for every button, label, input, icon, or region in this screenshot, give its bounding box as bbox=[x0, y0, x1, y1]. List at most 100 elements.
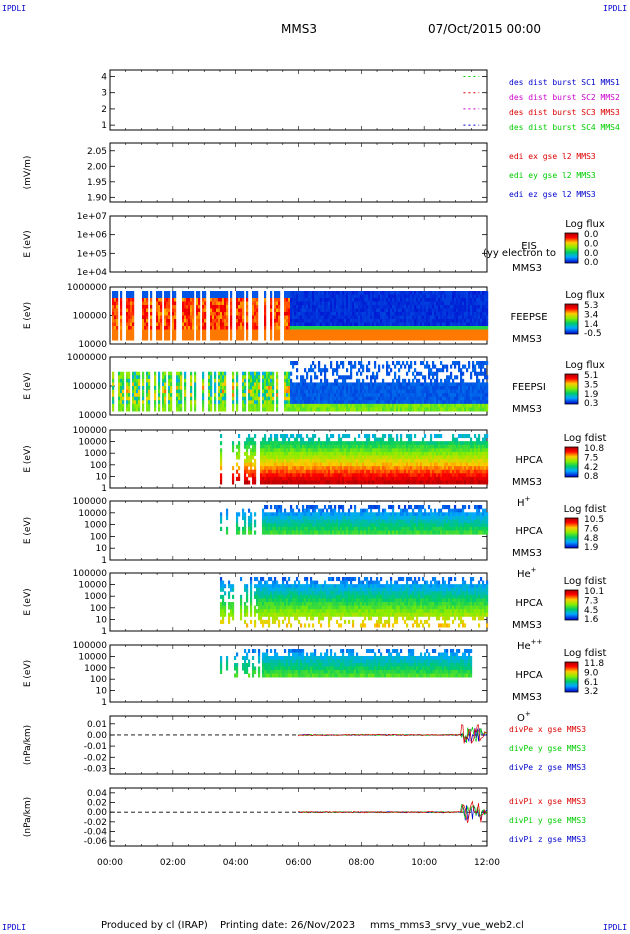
feepse-cell bbox=[424, 291, 427, 295]
feepse-cell bbox=[332, 329, 335, 334]
hpca_h-cell bbox=[327, 459, 331, 464]
feepse-cell bbox=[348, 322, 351, 327]
feepse-cell bbox=[112, 329, 115, 334]
feepsi-cell bbox=[208, 386, 211, 391]
feepsi-cell bbox=[402, 382, 405, 387]
feepse-cell bbox=[130, 298, 133, 302]
feepsi-cell bbox=[404, 400, 407, 405]
feepsi-cell bbox=[414, 368, 417, 373]
feepsi-cell bbox=[390, 389, 393, 394]
hpca_h-cell bbox=[325, 455, 329, 460]
feepse-cell bbox=[416, 333, 419, 337]
feepse-cell bbox=[308, 326, 311, 330]
feepse-cell bbox=[360, 329, 363, 334]
feepse-cell bbox=[388, 322, 391, 327]
feepsi-cell bbox=[302, 389, 305, 394]
feepsi-cell bbox=[258, 375, 261, 380]
feepse-cell bbox=[238, 294, 241, 299]
feepsi-cell bbox=[284, 400, 287, 405]
feepsi-cell bbox=[476, 403, 479, 408]
feepse-cell bbox=[224, 333, 227, 337]
feepse-cell bbox=[478, 294, 481, 299]
feepsi-cell bbox=[134, 407, 137, 412]
feepse-cell bbox=[408, 329, 411, 334]
feepsi-cell bbox=[420, 400, 423, 405]
feepsi-cell bbox=[330, 403, 333, 408]
feepsi-cell bbox=[398, 389, 401, 394]
feepsi-cell bbox=[322, 407, 325, 412]
hpca_h-cell bbox=[361, 462, 365, 467]
feepse-cell bbox=[168, 336, 171, 341]
feepse-cell bbox=[340, 326, 343, 330]
feepse-cell bbox=[132, 312, 135, 316]
feepse-cell bbox=[204, 308, 207, 313]
feepsi-cell bbox=[454, 382, 457, 387]
feepse-cell bbox=[216, 333, 219, 337]
feepsi-cell bbox=[300, 393, 303, 398]
feepse-cell bbox=[334, 319, 337, 323]
feepsi-cell bbox=[356, 393, 359, 398]
hpca_h-cell bbox=[289, 451, 293, 456]
hpca_h-cell bbox=[299, 437, 303, 442]
feepsi-cell bbox=[398, 382, 401, 387]
feepsi-cell bbox=[220, 396, 223, 401]
feepsi-cell bbox=[332, 368, 335, 373]
feepsi-cell bbox=[416, 389, 419, 394]
feepse-cell bbox=[472, 333, 475, 337]
hpca_h-cell bbox=[219, 462, 223, 467]
feepsi-cell bbox=[406, 389, 409, 394]
feepsi-cell bbox=[194, 386, 197, 391]
feepse-cell bbox=[378, 329, 381, 334]
feepsi-cell bbox=[376, 389, 379, 394]
hpca_h-cell bbox=[339, 459, 343, 464]
feepse-cell bbox=[274, 326, 277, 330]
feepse-cell bbox=[220, 308, 223, 313]
feepsi-cell bbox=[302, 400, 305, 405]
hpca_h-cell bbox=[253, 473, 257, 478]
feepse-cell bbox=[424, 298, 427, 302]
feepsi-cell bbox=[138, 386, 141, 391]
feepse-cell bbox=[468, 301, 471, 306]
feepsi-cell bbox=[148, 375, 151, 380]
hpca_h-cell bbox=[291, 448, 295, 453]
feepsi-cell bbox=[132, 375, 135, 380]
feepse-cell bbox=[478, 322, 481, 327]
feepse-cell bbox=[236, 301, 239, 306]
feepse-cell bbox=[160, 294, 163, 299]
feepse-cell bbox=[184, 291, 187, 295]
feepsi-cell bbox=[170, 371, 173, 376]
feepsi-cell bbox=[290, 396, 293, 401]
feepsi-cell bbox=[468, 361, 471, 366]
feepse-cell bbox=[220, 315, 223, 320]
hpca_h-cell bbox=[361, 459, 365, 464]
feepse-cell bbox=[230, 308, 233, 313]
hpca_h-cell bbox=[329, 434, 333, 439]
hpca_h-cell bbox=[295, 480, 299, 485]
feepsi-cell bbox=[370, 375, 373, 380]
feepsi-cell bbox=[184, 375, 187, 380]
feepsi-cell bbox=[376, 396, 379, 401]
hpca_h-cell bbox=[333, 466, 337, 471]
feepse-cell bbox=[474, 322, 477, 327]
feepsi-cell bbox=[236, 393, 239, 398]
feepse-cell bbox=[296, 312, 299, 316]
feepse-cell bbox=[286, 308, 289, 313]
feepse-cell bbox=[340, 315, 343, 320]
feepsi-cell bbox=[428, 375, 431, 380]
feepse-cell bbox=[452, 312, 455, 316]
feepse-cell bbox=[382, 301, 385, 306]
feepse-cell bbox=[294, 294, 297, 299]
feepsi-cell bbox=[392, 396, 395, 401]
feepsi-cell bbox=[256, 382, 259, 387]
feepse-cell bbox=[352, 298, 355, 302]
feepse-cell bbox=[320, 305, 323, 309]
feepse-cell bbox=[386, 326, 389, 330]
hpca_h-cell bbox=[359, 451, 363, 456]
feepse-cell bbox=[480, 291, 483, 295]
feepse-cell bbox=[380, 326, 383, 330]
feepsi-cell bbox=[422, 382, 425, 387]
feepsi-cell bbox=[426, 389, 429, 394]
feepsi-cell bbox=[334, 378, 337, 383]
feepse-cell bbox=[346, 315, 349, 320]
feepse-cell bbox=[350, 291, 353, 295]
